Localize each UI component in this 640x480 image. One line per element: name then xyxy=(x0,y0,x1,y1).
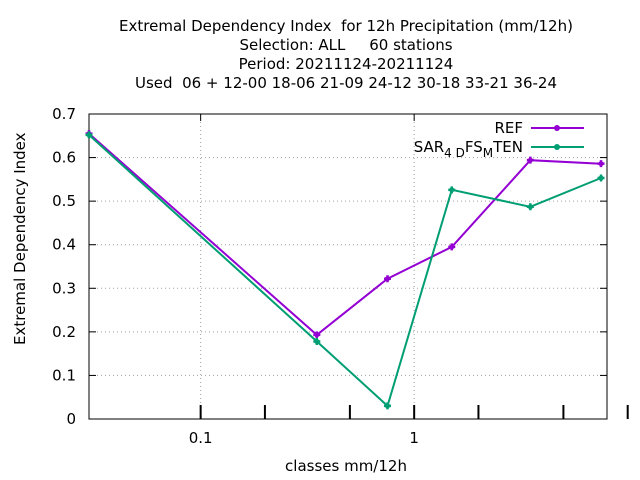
x-axis-label: classes mm/12h xyxy=(285,457,407,475)
y-tick-label: 0.7 xyxy=(52,105,76,123)
data-point-dot xyxy=(598,161,604,167)
x-tick-label: 0.1 xyxy=(189,429,213,447)
y-tick-label: 0 xyxy=(66,410,76,428)
y-tick-label: 0.3 xyxy=(52,279,76,297)
legend-label-ref: REF xyxy=(494,119,523,137)
legend-marker-sar xyxy=(554,144,560,150)
series-line-1 xyxy=(88,134,602,408)
data-point-dot xyxy=(384,403,390,409)
data-point-dot xyxy=(527,204,533,210)
title-line-4: Used 06 + 12-00 18-06 21-09 24-12 30-18 … xyxy=(135,74,557,92)
x-tick-label: 1 xyxy=(409,429,419,447)
chart-title: Extremal Dependency Index for 12h Precip… xyxy=(0,17,640,93)
y-tick-label: 0.2 xyxy=(52,323,76,341)
data-point-dot xyxy=(314,332,320,338)
data-point-dot xyxy=(598,175,604,181)
y-tick-label: 0.6 xyxy=(52,149,76,167)
data-point-dot xyxy=(86,132,92,138)
legend-marker-ref xyxy=(554,125,560,131)
data-point-dot xyxy=(449,244,455,250)
title-line-3: Period: 20211124-20211124 xyxy=(238,55,454,73)
title-line-1: Extremal Dependency Index for 12h Precip… xyxy=(119,17,573,35)
y-tick-label: 0.4 xyxy=(52,236,76,254)
data-point-dot xyxy=(449,187,455,193)
y-tick-label: 0.5 xyxy=(52,192,76,210)
plot-border xyxy=(88,113,608,420)
data-point-dot xyxy=(527,157,533,163)
title-line-2: Selection: ALL 60 stations xyxy=(239,36,453,54)
series-line-0 xyxy=(88,132,602,337)
data-point-dot xyxy=(314,338,320,344)
legend-label-sar: SAR4 DFSMTEN xyxy=(414,138,523,160)
data-point-dot xyxy=(384,276,390,282)
y-tick-label: 0.1 xyxy=(52,366,76,384)
